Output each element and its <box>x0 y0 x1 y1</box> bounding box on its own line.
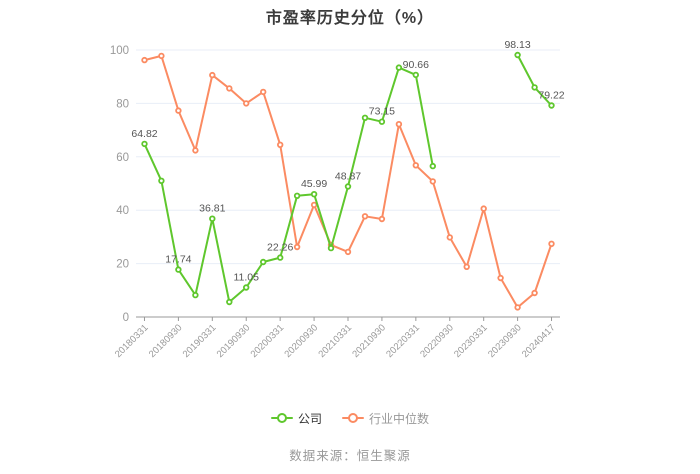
company-line-marker-icon <box>270 412 293 424</box>
data-point-industry[interactable] <box>412 162 419 169</box>
data-point-company[interactable] <box>242 284 250 291</box>
data-point-label: 90.66 <box>403 59 429 71</box>
chart-legend: 公司 行业中位数 <box>0 408 700 428</box>
x-axis-label: 20180930 <box>147 322 185 360</box>
data-point-industry[interactable] <box>344 248 352 256</box>
data-point-label: 36.81 <box>199 203 225 215</box>
data-point-company[interactable] <box>378 118 386 125</box>
y-axis-label: 0 <box>123 312 129 324</box>
data-point-industry[interactable] <box>226 85 233 92</box>
data-point-industry[interactable] <box>531 289 538 297</box>
data-point-industry[interactable] <box>209 71 216 79</box>
y-axis-label: 40 <box>116 205 129 217</box>
legend-item-company[interactable]: 公司 <box>270 410 322 427</box>
data-point-label: 73.15 <box>369 106 395 118</box>
data-point-industry[interactable] <box>141 56 148 64</box>
data-point-industry[interactable] <box>548 240 555 247</box>
data-point-industry[interactable] <box>446 234 453 241</box>
data-point-industry[interactable] <box>293 243 301 251</box>
data-point-company[interactable] <box>226 298 233 306</box>
data-point-industry[interactable] <box>429 178 436 185</box>
data-point-company[interactable] <box>395 64 403 71</box>
data-point-industry[interactable] <box>310 201 318 209</box>
data-point-label: 48.87 <box>335 171 361 183</box>
data-point-company[interactable] <box>344 183 352 190</box>
y-axis-label: 100 <box>110 45 129 57</box>
data-source-note: 数据来源：恒生聚源 <box>289 449 411 463</box>
data-point-industry[interactable] <box>514 304 521 311</box>
y-axis-label: 60 <box>116 152 129 164</box>
x-axis-label: 20190930 <box>215 322 253 360</box>
x-axis-label: 20230331 <box>452 322 490 360</box>
data-point-company[interactable] <box>548 102 555 109</box>
data-point-industry[interactable] <box>378 215 386 223</box>
data-point-industry[interactable] <box>480 205 487 212</box>
data-point-industry[interactable] <box>277 141 284 148</box>
data-point-company[interactable] <box>310 190 318 198</box>
data-point-industry[interactable] <box>260 88 267 96</box>
x-axis-label: 20200331 <box>249 322 287 360</box>
data-point-company[interactable] <box>514 51 521 59</box>
y-axis-label: 20 <box>116 259 129 271</box>
data-point-industry[interactable] <box>395 120 403 128</box>
data-point-label: 79.22 <box>538 90 564 102</box>
legend-item-industry-median[interactable]: 行业中位数 <box>342 410 429 427</box>
data-point-company[interactable] <box>361 114 369 121</box>
x-axis-label: 20220331 <box>384 322 422 360</box>
industry-line-marker-icon <box>342 412 364 424</box>
data-point-company[interactable] <box>158 177 165 184</box>
data-point-company[interactable] <box>175 266 182 273</box>
data-point-industry[interactable] <box>192 147 199 154</box>
data-point-company[interactable] <box>192 291 199 299</box>
data-point-company[interactable] <box>412 71 419 79</box>
data-point-label: 17.74 <box>165 254 191 266</box>
data-point-industry[interactable] <box>242 100 250 107</box>
x-axis-label: 20220930 <box>418 322 456 360</box>
data-point-label: 22.26 <box>267 242 293 254</box>
x-axis-label: 20210930 <box>350 322 388 360</box>
legend-label-company: 公司 <box>297 411 322 426</box>
data-point-company[interactable] <box>277 254 284 261</box>
data-point-company[interactable] <box>260 258 267 266</box>
data-point-label: 64.82 <box>131 128 157 140</box>
legend-label-industry-median: 行业中位数 <box>369 411 430 426</box>
data-point-company[interactable] <box>327 244 335 252</box>
data-point-label: 45.99 <box>301 178 327 190</box>
data-point-industry[interactable] <box>158 52 165 60</box>
data-point-company[interactable] <box>531 84 538 91</box>
y-axis-label: 80 <box>116 98 129 110</box>
x-axis-label: 20200930 <box>283 322 321 360</box>
data-point-company[interactable] <box>293 192 301 199</box>
x-axis-label: 20210331 <box>316 322 354 360</box>
data-point-industry[interactable] <box>175 107 182 114</box>
data-point-label: 98.13 <box>504 39 530 51</box>
data-point-company[interactable] <box>141 140 148 148</box>
data-point-industry[interactable] <box>361 213 369 220</box>
x-axis-label: 20240417 <box>520 322 558 360</box>
chart-title: 市盈率历史分位（%） <box>265 10 435 27</box>
data-point-company[interactable] <box>429 162 436 170</box>
x-axis-label: 20180331 <box>113 322 151 360</box>
x-axis-label: 20190331 <box>181 322 219 360</box>
x-axis-label: 20230930 <box>486 322 524 360</box>
data-point-company[interactable] <box>209 215 216 222</box>
data-point-industry[interactable] <box>497 274 504 282</box>
data-point-industry[interactable] <box>463 263 470 270</box>
data-point-label: 11.05 <box>233 272 259 284</box>
